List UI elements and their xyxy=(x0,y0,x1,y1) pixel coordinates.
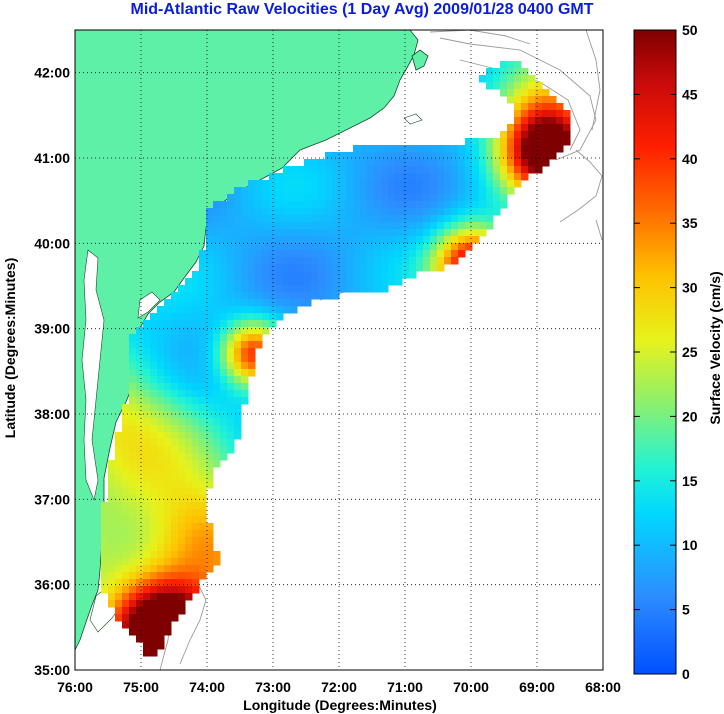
lon-tick-label: 74:00 xyxy=(189,679,225,695)
lon-tick-label: 68:00 xyxy=(585,679,621,695)
lon-tick-label: 72:00 xyxy=(321,679,357,695)
colorbar-tick: 5 xyxy=(682,602,690,618)
lon-tick-label: 73:00 xyxy=(255,679,291,695)
cape-cod xyxy=(411,49,429,71)
lat-tick-label: 39:00 xyxy=(34,321,70,337)
colorbar-tick: 0 xyxy=(682,666,690,682)
martha-vineyard xyxy=(403,113,423,125)
lon-tick-label: 70:00 xyxy=(453,679,489,695)
lat-tick-label: 37:00 xyxy=(34,491,70,507)
colorbar-tick: 40 xyxy=(682,151,698,167)
colorbar-tick: 15 xyxy=(682,473,698,489)
colorbar-tick: 35 xyxy=(682,215,698,231)
lat-tick-label: 35:00 xyxy=(34,662,70,678)
lon-tick-label: 71:00 xyxy=(387,679,423,695)
lat-tick-label: 40:00 xyxy=(34,235,70,251)
delaware-bay xyxy=(137,291,161,319)
colorbar-tick: 45 xyxy=(682,86,698,102)
lat-tick-label: 42:00 xyxy=(34,65,70,81)
lon-tick-label: 76:00 xyxy=(57,679,93,695)
map-title: Mid-Atlantic Raw Velocities (1 Day Avg) … xyxy=(130,1,594,18)
chesapeake-bay xyxy=(81,249,105,502)
colorbar xyxy=(633,29,677,675)
colorbar-tick: 10 xyxy=(682,537,698,553)
x-axis-label: Longitude (Degrees:Minutes) xyxy=(243,697,437,713)
colorbar-tick: 30 xyxy=(682,280,698,296)
lon-tick-label: 75:00 xyxy=(123,679,159,695)
latitude-tick-labels: 35:00 36:00 37:00 38:00 39:00 40:00 41:00 42:00 xyxy=(34,65,70,678)
lat-tick-label: 41:00 xyxy=(34,150,70,166)
lat-tick-label: 38:00 xyxy=(34,406,70,422)
lat-tick-label: 36:00 xyxy=(34,577,70,593)
plot-frame xyxy=(74,29,604,671)
velocity-field xyxy=(101,61,571,657)
colorbar-tick-labels: 0 5 10 15 20 25 30 35 40 45 50 xyxy=(634,22,698,682)
longitude-tick-labels: 76:00 75:00 74:00 73:00 72:00 71:00 70:00 69:00… xyxy=(57,679,621,695)
y-axis-label: Latitude (Degrees:Minutes) xyxy=(2,258,18,438)
grid-lines xyxy=(75,30,603,670)
lon-tick-label: 69:00 xyxy=(519,679,555,695)
colorbar-label: Surface Velocity (cm/s) xyxy=(707,271,723,424)
colorbar-tick: 50 xyxy=(682,22,698,38)
colorbar-tick: 20 xyxy=(682,408,698,424)
colorbar-tick: 25 xyxy=(682,344,698,360)
